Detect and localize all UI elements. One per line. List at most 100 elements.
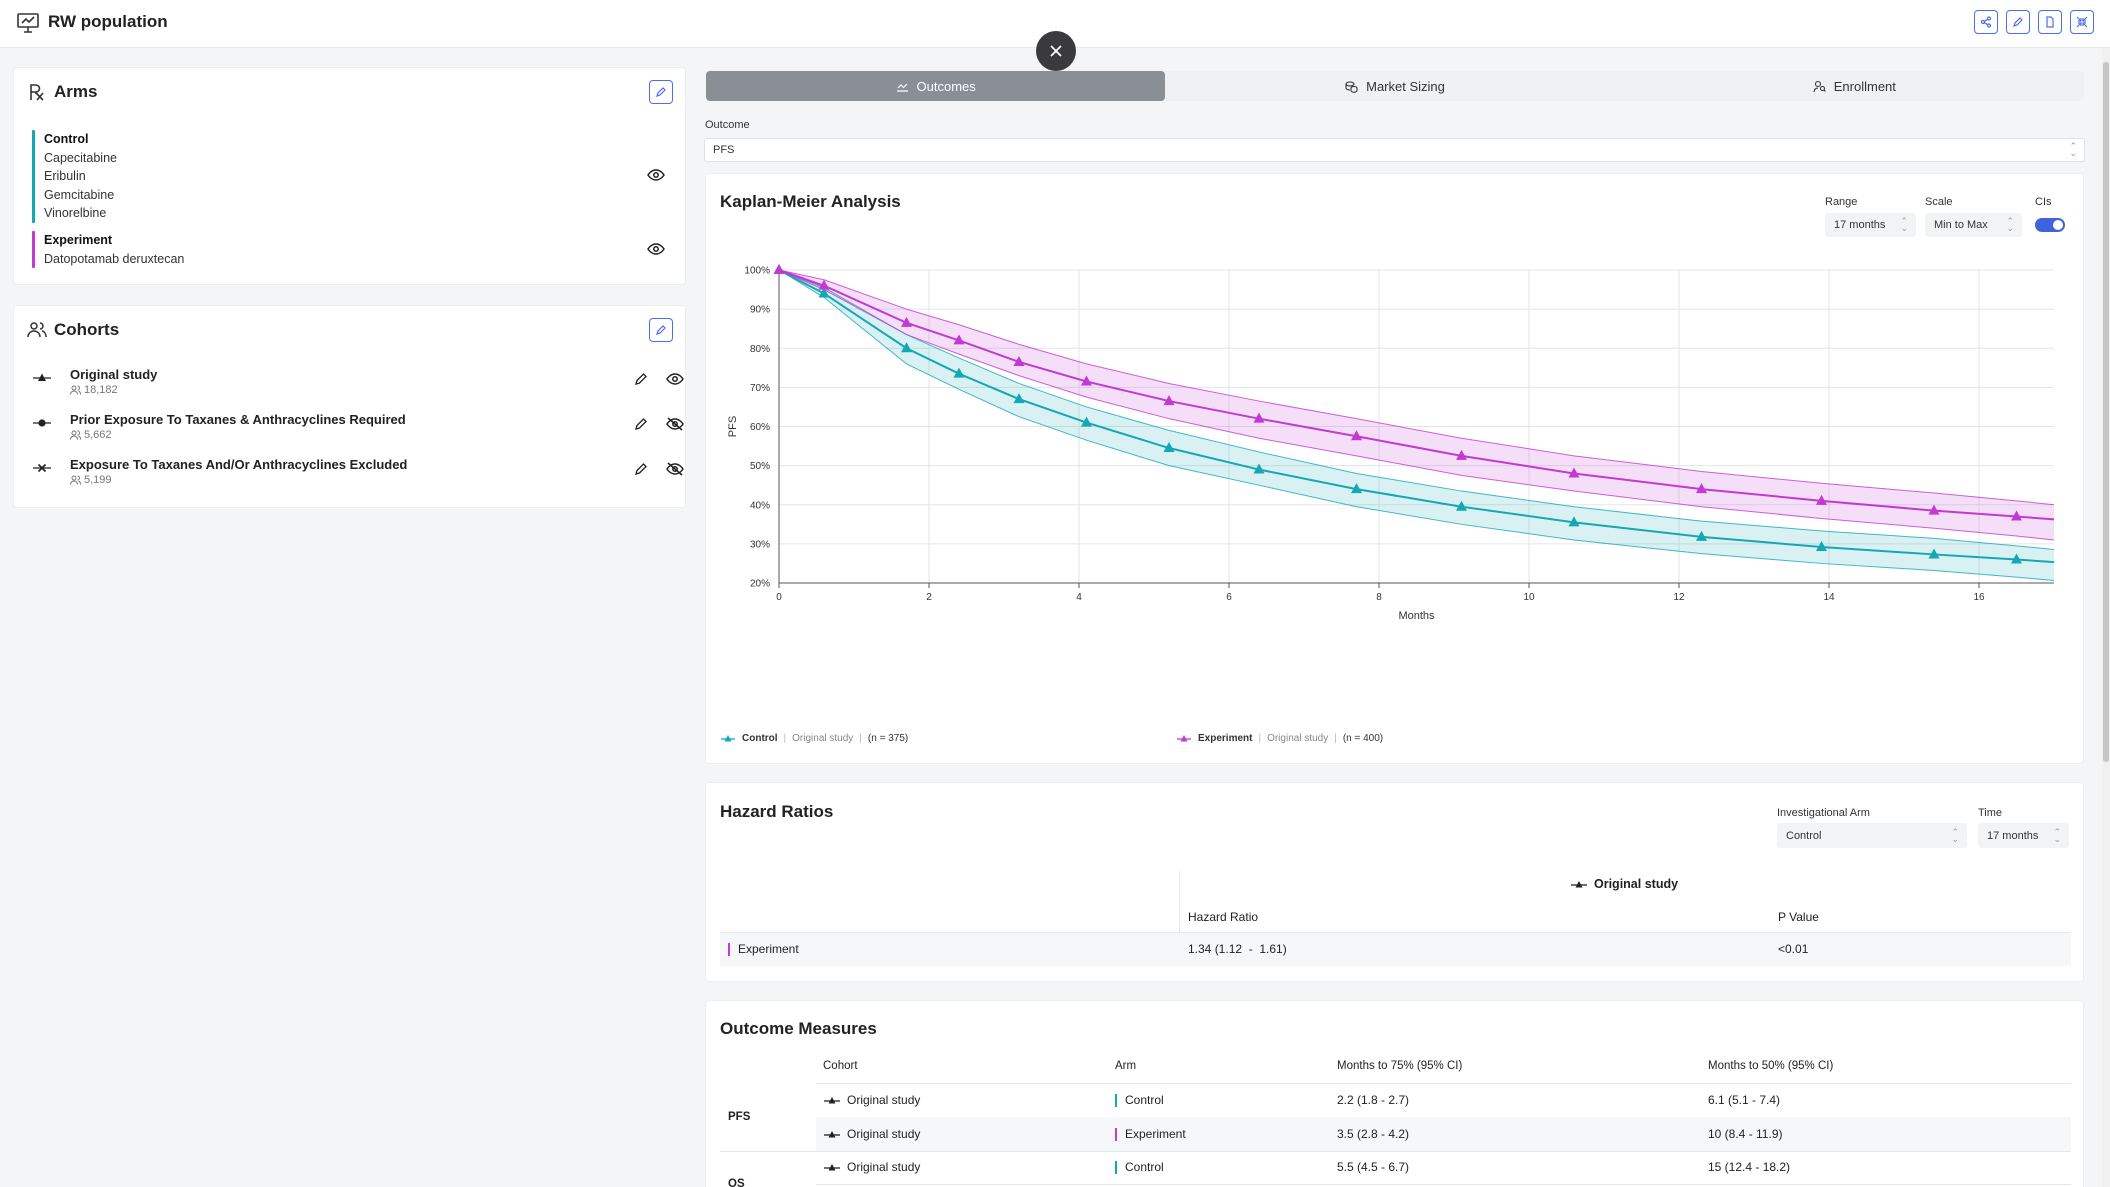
cohort-name: Prior Exposure To Taxanes & Anthracyclin… bbox=[70, 412, 406, 427]
hr-row-bg bbox=[720, 933, 2071, 966]
arm-drug: Vinorelbine bbox=[44, 206, 107, 220]
top-actions bbox=[1974, 10, 2094, 34]
cohorts-card: Cohorts Original study 18,182 Prior Expo… bbox=[13, 305, 686, 508]
experiment-ci-lower bbox=[778, 269, 2055, 541]
legend-arm: Experiment bbox=[1198, 733, 1253, 744]
experiment-data-point bbox=[1163, 395, 1175, 406]
legend-n: (n = 375) bbox=[867, 733, 909, 744]
outcome-value: PFS bbox=[713, 144, 735, 156]
experiment-data-point bbox=[773, 264, 785, 274]
time-label: Time bbox=[1978, 807, 2003, 819]
measures-row-m50: 6.1 (5.1 - 7.4) bbox=[1708, 1093, 1781, 1107]
chevron-updown-icon: ⌃ ⌄ bbox=[2069, 141, 2077, 158]
triangle-marker-icon bbox=[721, 734, 735, 741]
y-tick-label: 30% bbox=[750, 539, 770, 550]
experiment-data-point bbox=[2011, 510, 2022, 521]
pencil-icon bbox=[656, 325, 666, 335]
control-data-point bbox=[1013, 393, 1025, 404]
legend-control[interactable]: Control | Original study | (n = 375) bbox=[720, 733, 908, 744]
tab-outcomes[interactable]: Outcomes bbox=[706, 71, 1166, 101]
ci-toggle[interactable] bbox=[2035, 218, 2065, 232]
control-survival-line bbox=[778, 269, 2055, 564]
edit-button[interactable] bbox=[2006, 10, 2030, 34]
hr-row-value: 1.34 (1.12 - 1.61) bbox=[1188, 942, 1287, 956]
scrollbar-track[interactable] bbox=[2102, 48, 2110, 1187]
measures-row-arm: Control bbox=[1115, 1160, 1164, 1175]
outcome-select[interactable]: PFS ⌃ ⌄ bbox=[704, 138, 2085, 162]
control-data-point bbox=[1456, 500, 1467, 511]
scale-select[interactable]: Min to Max ⌃ ⌄ bbox=[1925, 213, 2022, 237]
x-tick-label: 8 bbox=[1376, 592, 1382, 603]
edit-arms-button[interactable] bbox=[649, 80, 673, 104]
users-icon bbox=[27, 322, 47, 338]
page-title: RW population bbox=[48, 12, 168, 31]
tab-enrollment[interactable]: Enrollment bbox=[1625, 71, 2084, 101]
y-tick-label: 20% bbox=[750, 579, 770, 590]
chevron-updown-icon: ⌃ ⌄ bbox=[2006, 216, 2014, 233]
toggle-knob bbox=[2053, 220, 2063, 230]
tab-market-sizing[interactable]: Market Sizing bbox=[1165, 71, 1624, 101]
user-search-icon bbox=[1813, 80, 1826, 92]
experiment-data-point bbox=[1816, 494, 1827, 505]
measures-row-m50: 10 (8.4 - 11.9) bbox=[1708, 1127, 1783, 1141]
pencil-icon[interactable] bbox=[634, 372, 648, 386]
pencil-icon bbox=[656, 87, 666, 97]
experiment-data-point bbox=[1456, 449, 1467, 460]
cohort-row[interactable]: Original study 18,182 bbox=[32, 367, 684, 405]
measures-arm-name: Control bbox=[1125, 1160, 1164, 1174]
measures-col-arm: Arm bbox=[1115, 1060, 1137, 1072]
eye-icon[interactable] bbox=[666, 372, 684, 386]
measures-card: Outcome Measures Cohort Arm Months to 75… bbox=[705, 1000, 2084, 1187]
edit-cohorts-button[interactable] bbox=[649, 318, 673, 342]
measures-row-cohort: Original study bbox=[823, 1160, 920, 1174]
hr-row-p: <0.01 bbox=[1778, 942, 1809, 956]
tab-label: Outcomes bbox=[916, 78, 976, 94]
legend-separator: | bbox=[859, 733, 862, 744]
measures-col-m50: Months to 50% (95% CI) bbox=[1708, 1060, 1834, 1072]
legend-separator: | bbox=[1334, 733, 1337, 744]
hr-arm-name: Experiment bbox=[738, 942, 799, 956]
x-tick-label: 0 bbox=[776, 592, 782, 603]
legend-experiment[interactable]: Experiment | Original study | (n = 400) bbox=[1176, 733, 1383, 744]
km-chart: 20% 30% 40% 50% 60% 70% 80% 90% 100% 0 2 4 6 8 10 12 14 1… bbox=[727, 264, 2055, 622]
arm-color-bar bbox=[1115, 1094, 1117, 1108]
x-tick-label: 2 bbox=[926, 592, 932, 603]
investigational-arm-select[interactable]: Control ⌃ ⌄ bbox=[1777, 823, 1967, 848]
share-icon bbox=[1980, 16, 1992, 28]
collapse-button[interactable] bbox=[2070, 10, 2094, 34]
eye-off-icon[interactable] bbox=[666, 417, 684, 431]
time-select[interactable]: 17 months ⌃ ⌄ bbox=[1978, 823, 2069, 848]
cohort-count-value: 5,662 bbox=[84, 429, 112, 441]
x-tick-label: 10 bbox=[1523, 592, 1535, 603]
pencil-icon[interactable] bbox=[634, 417, 648, 431]
cross-marker-icon bbox=[33, 463, 51, 473]
chevron-updown-icon: ⌃ ⌄ bbox=[1951, 826, 1959, 844]
eye-icon[interactable] bbox=[647, 240, 665, 258]
measures-title: Outcome Measures bbox=[720, 1019, 877, 1038]
range-select[interactable]: 17 months ⌃ ⌄ bbox=[1825, 213, 1916, 237]
share-button[interactable] bbox=[1974, 10, 1998, 34]
arm-drug: Gemcitabine bbox=[44, 187, 115, 202]
pencil-icon[interactable] bbox=[634, 462, 648, 476]
measures-header-line bbox=[816, 1083, 2071, 1084]
close-button[interactable] bbox=[1036, 31, 1076, 71]
scale-label: Scale bbox=[1925, 196, 1953, 208]
cohort-row[interactable]: Exposure To Taxanes And/Or Anthracycline… bbox=[32, 457, 684, 495]
hazard-title: Hazard Ratios bbox=[720, 802, 834, 821]
cohort-row[interactable]: Prior Exposure To Taxanes & Anthracyclin… bbox=[32, 412, 684, 450]
cohorts-title: Cohorts bbox=[54, 320, 120, 339]
measures-row-m75: 5.5 (4.5 - 6.7) bbox=[1337, 1160, 1410, 1174]
measures-row-bg bbox=[816, 1117, 2071, 1151]
scrollbar-thumb[interactable] bbox=[2103, 62, 2109, 762]
control-data-point bbox=[2011, 553, 2022, 564]
hr-divider bbox=[1179, 871, 1180, 949]
investigational-arm-value: Control bbox=[1786, 829, 1822, 842]
eye-icon[interactable] bbox=[647, 166, 665, 184]
line-chart-icon bbox=[896, 83, 908, 92]
view-tabs: Outcomes Market Sizing Enrollment bbox=[706, 71, 2084, 101]
eye-off-icon[interactable] bbox=[666, 462, 684, 476]
export-button[interactable] bbox=[2038, 10, 2062, 34]
control-data-point bbox=[1253, 463, 1265, 474]
presentation-chart-icon bbox=[17, 13, 39, 33]
arms-title: Arms bbox=[54, 82, 98, 101]
